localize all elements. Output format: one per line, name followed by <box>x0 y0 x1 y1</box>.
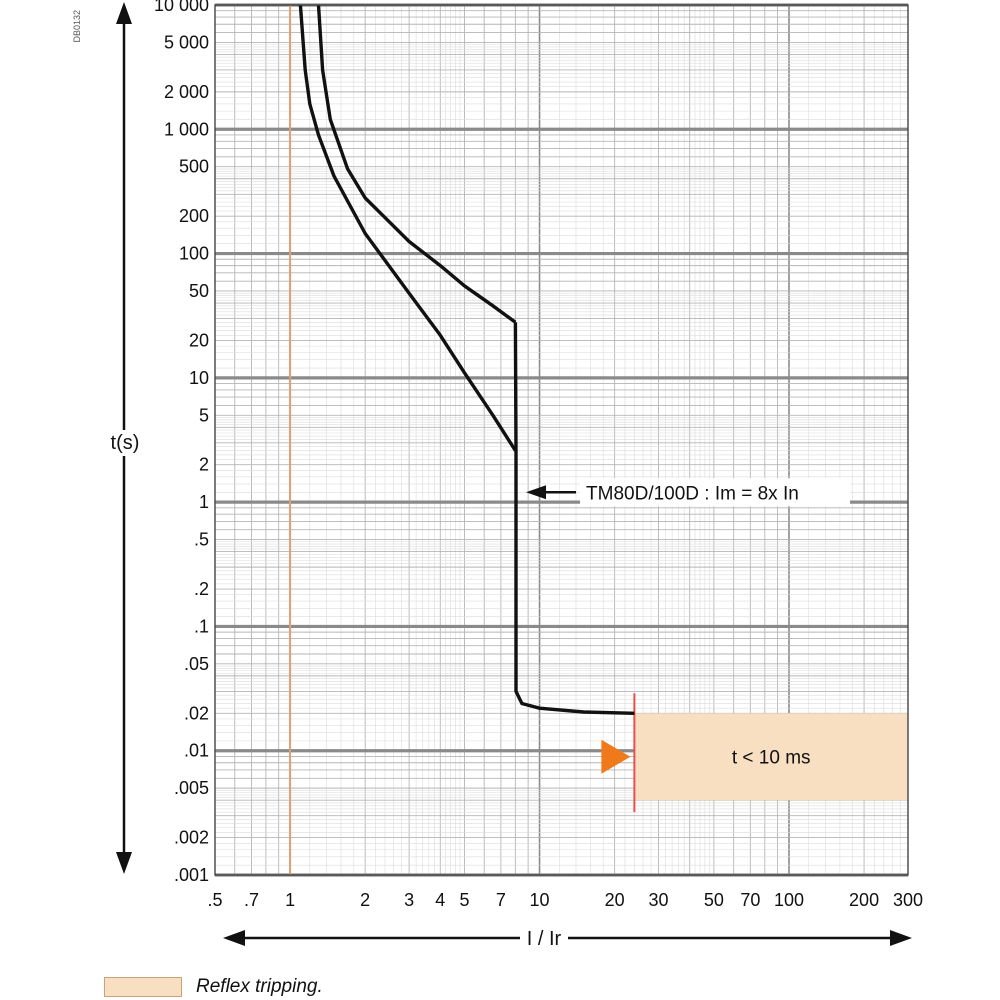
y-tick-label: .001 <box>174 865 209 885</box>
x-tick-label: .5 <box>207 890 222 910</box>
x-tick-label: 3 <box>404 890 414 910</box>
series-curve-3 <box>513 322 635 715</box>
series-curve-1 <box>298 4 517 452</box>
annotations: TM80D/100D : Im = 8x In <box>526 478 851 507</box>
grid <box>214 3 909 877</box>
reflex-marker-triangle <box>601 739 631 774</box>
y-tick-label: .01 <box>184 741 209 761</box>
x-tick-label: 2 <box>360 890 370 910</box>
annotation-bg <box>580 478 851 507</box>
x-axis-arrow-right <box>890 930 912 946</box>
x-axis-arrow-left <box>223 930 245 946</box>
y-tick-label: 5 000 <box>164 32 209 52</box>
legend-swatch-reflex <box>104 977 182 997</box>
y-tick-label: .1 <box>194 616 209 636</box>
trip-curve-chart: t < 10 ms t(s) I / Ir 10 000 5 000 2 000 1 0… <box>106 0 924 950</box>
y-tick-label: .002 <box>174 828 209 848</box>
x-tick-label: 70 <box>740 890 760 910</box>
series-curve-2 <box>316 4 517 324</box>
y-axis-arrow-up <box>116 2 132 24</box>
y-tick-label: 5 <box>199 405 209 425</box>
y-tick-label: 10 000 <box>154 0 209 15</box>
y-tick-label: .5 <box>194 530 209 550</box>
x-tick-label: 30 <box>649 890 669 910</box>
x-tick-label: 100 <box>774 890 804 910</box>
x-axis-label: I / Ir <box>527 928 562 950</box>
legend-label-reflex: Reflex tripping. <box>196 976 323 997</box>
x-tick-label: 1 <box>285 890 295 910</box>
tick-labels: 10 000 5 000 2 000 1 000 500 200 100 50 20 10 5 2 1.… <box>154 0 923 910</box>
plot-frame <box>214 4 909 876</box>
y-tick-label: 10 <box>189 368 209 388</box>
y-tick-label: .005 <box>174 778 209 798</box>
x-tick-label: 200 <box>849 890 879 910</box>
y-tick-label: .05 <box>184 654 209 674</box>
y-tick-label: 500 <box>179 157 209 177</box>
series-layer <box>298 4 635 715</box>
x-tick-label: 20 <box>605 890 625 910</box>
legend: Reflex tripping. <box>104 976 323 998</box>
reflex-region: t < 10 ms <box>601 693 908 813</box>
axes: t(s) I / Ir <box>106 2 912 950</box>
y-tick-label: 1 <box>199 492 209 512</box>
y-tick-label: 2 000 <box>164 82 209 102</box>
x-tick-label: 10 <box>530 890 550 910</box>
y-tick-label: 2 <box>199 455 209 475</box>
y-tick-label: 100 <box>179 244 209 264</box>
x-tick-label: 300 <box>893 890 923 910</box>
x-tick-label: 5 <box>459 890 469 910</box>
annotation-arrow-head <box>526 485 547 500</box>
x-axis-label-bg <box>520 926 568 950</box>
y-tick-label: 1 000 <box>164 119 209 139</box>
y-axis-label: t(s) <box>111 432 140 454</box>
annotation-label: TM80D/100D : Im = 8x In <box>586 483 799 504</box>
x-tick-label: .7 <box>244 890 259 910</box>
x-tick-label: 4 <box>435 890 445 910</box>
y-tick-label: 50 <box>189 281 209 301</box>
y-tick-label: 200 <box>179 206 209 226</box>
x-tick-label: 50 <box>704 890 724 910</box>
y-tick-label: .02 <box>184 703 209 723</box>
reflex-region-label: t < 10 ms <box>732 748 811 769</box>
y-axis-arrow-down <box>116 852 132 874</box>
reflex-region-box <box>634 713 908 801</box>
x-tick-label: 7 <box>496 890 506 910</box>
y-tick-label: .2 <box>194 579 209 599</box>
y-axis-label-bg <box>106 430 144 456</box>
y-tick-label: 20 <box>189 330 209 350</box>
